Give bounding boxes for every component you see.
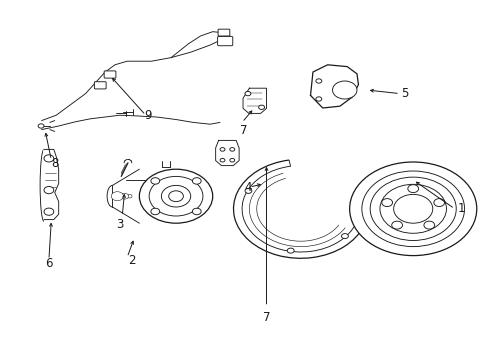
Circle shape	[151, 208, 160, 215]
Circle shape	[111, 192, 123, 201]
Text: 2: 2	[128, 254, 136, 267]
Circle shape	[369, 177, 455, 240]
Circle shape	[139, 169, 212, 223]
Text: 4: 4	[244, 181, 251, 194]
Circle shape	[161, 185, 190, 207]
FancyBboxPatch shape	[94, 82, 106, 89]
Circle shape	[423, 221, 434, 229]
Polygon shape	[310, 65, 358, 108]
Circle shape	[341, 234, 347, 239]
Circle shape	[349, 162, 476, 256]
Polygon shape	[44, 149, 59, 220]
Text: 3: 3	[116, 218, 123, 231]
Circle shape	[287, 248, 294, 253]
Circle shape	[44, 155, 54, 162]
Circle shape	[407, 185, 418, 193]
Circle shape	[361, 171, 464, 247]
FancyBboxPatch shape	[104, 71, 116, 78]
Circle shape	[168, 191, 183, 202]
Circle shape	[151, 178, 160, 184]
Circle shape	[192, 208, 201, 215]
Circle shape	[433, 199, 444, 207]
Circle shape	[244, 91, 250, 96]
Circle shape	[393, 194, 432, 223]
Text: 5: 5	[400, 87, 407, 100]
Circle shape	[229, 148, 234, 151]
Circle shape	[391, 221, 402, 229]
Circle shape	[121, 193, 128, 199]
Circle shape	[149, 176, 203, 216]
Circle shape	[244, 188, 251, 193]
Circle shape	[38, 124, 44, 128]
Circle shape	[44, 186, 54, 194]
Circle shape	[127, 194, 132, 198]
Polygon shape	[243, 88, 266, 113]
FancyBboxPatch shape	[217, 36, 232, 46]
Circle shape	[315, 97, 321, 101]
Circle shape	[258, 105, 264, 109]
Polygon shape	[215, 140, 239, 166]
Text: 9: 9	[144, 109, 151, 122]
Text: 7: 7	[262, 311, 270, 324]
Circle shape	[332, 81, 356, 99]
Text: 7: 7	[239, 124, 246, 137]
FancyBboxPatch shape	[218, 29, 229, 36]
Text: 8: 8	[51, 157, 59, 170]
Circle shape	[315, 79, 321, 83]
Circle shape	[379, 184, 446, 233]
Circle shape	[220, 148, 224, 151]
Text: 1: 1	[456, 202, 464, 215]
Circle shape	[220, 158, 224, 162]
Circle shape	[381, 199, 392, 207]
Text: 6: 6	[45, 257, 53, 270]
Circle shape	[44, 208, 54, 215]
Circle shape	[229, 158, 234, 162]
Circle shape	[192, 178, 201, 184]
